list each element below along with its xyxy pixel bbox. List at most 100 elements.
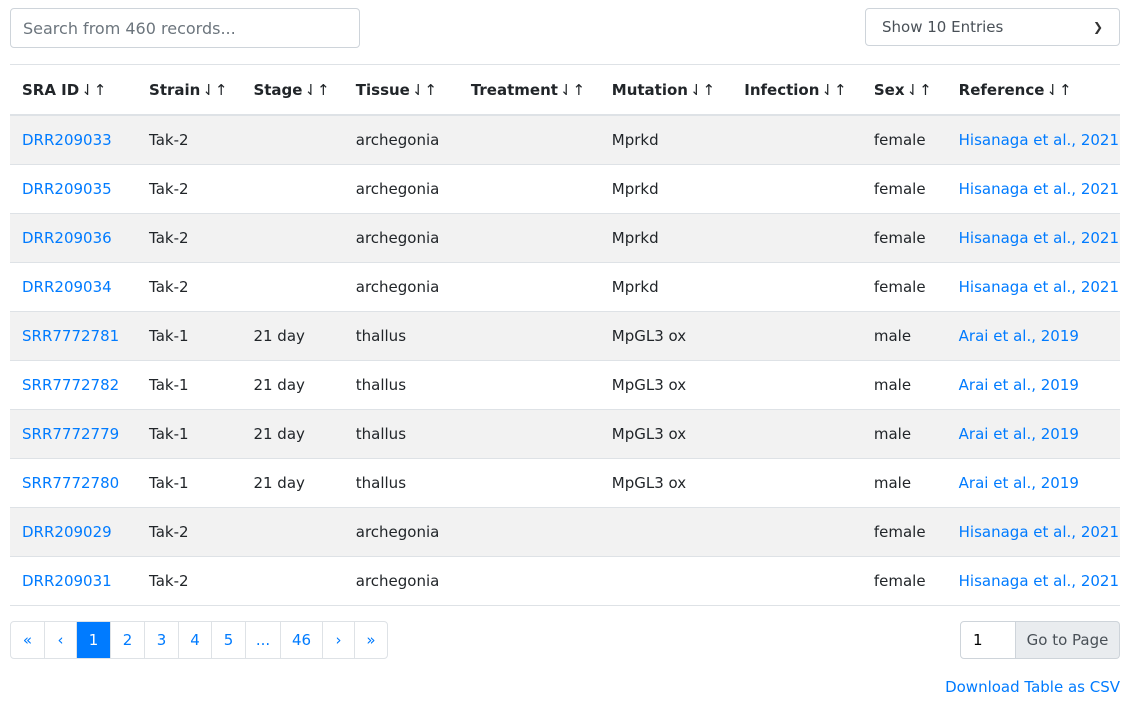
sort-icon[interactable]: ⇃↑	[202, 80, 228, 99]
sra-id-link[interactable]: SRR7772779	[22, 425, 120, 443]
cell-treatment	[458, 409, 600, 459]
page-button[interactable]: 1	[76, 622, 110, 658]
cell-mutation: Mprkd	[599, 114, 733, 165]
page-button[interactable]: 46	[280, 622, 322, 658]
column-header-label: Treatment	[470, 80, 558, 99]
cell-mutation: Mprkd	[599, 164, 733, 214]
sra-id-link[interactable]: DRR209033	[22, 131, 112, 149]
cell-strain: Tak-1	[137, 409, 242, 459]
cell-strain: Tak-2	[137, 213, 242, 263]
cell-strain: Tak-1	[137, 311, 242, 361]
reference-link[interactable]: Arai et al., 2019	[958, 327, 1079, 345]
reference-link[interactable]: Hisanaga et al., 2021	[958, 278, 1120, 296]
entries-per-page-select[interactable]: Show 10 Entries ❯	[865, 8, 1120, 46]
column-header-reference[interactable]: Reference ⇃↑	[946, 64, 1120, 116]
column-header-tissue[interactable]: Tissue ⇃↑	[343, 64, 459, 116]
reference-link[interactable]: Arai et al., 2019	[958, 376, 1079, 394]
reference-link[interactable]: Hisanaga et al., 2021	[958, 523, 1120, 541]
cell-tissue: archegonia	[343, 507, 459, 557]
cell-reference: Arai et al., 2019	[946, 311, 1120, 361]
sort-icon[interactable]: ⇃↑	[821, 80, 847, 99]
page-number-input[interactable]	[960, 621, 1016, 659]
sra-id-link[interactable]: SRR7772780	[22, 474, 120, 492]
column-header-infection[interactable]: Infection ⇃↑	[732, 64, 862, 116]
sort-icon[interactable]: ⇃↑	[411, 80, 437, 99]
sort-icon[interactable]: ⇃↑	[559, 80, 586, 99]
cell-infection	[732, 507, 862, 557]
column-header-stage[interactable]: Stage ⇃↑	[241, 64, 344, 116]
reference-link[interactable]: Hisanaga et al., 2021	[958, 572, 1120, 590]
cell-reference: Hisanaga et al., 2021	[946, 164, 1120, 214]
cell-stage: 21 day	[241, 360, 344, 410]
sort-icon[interactable]: ⇃↑	[304, 80, 330, 99]
cell-tissue: thallus	[343, 360, 459, 410]
cell-sex: male	[861, 409, 947, 459]
cell-mutation: MpGL3 ox	[599, 360, 733, 410]
cell-treatment	[458, 556, 600, 606]
cell-strain: Tak-1	[137, 360, 242, 410]
cell-sex: female	[861, 262, 947, 312]
column-header-label: SRA ID	[22, 80, 80, 99]
cell-reference: Hisanaga et al., 2021	[946, 262, 1120, 312]
table-row: DRR209035 Tak-2 archegonia Mprkd female Hisan…	[10, 164, 1120, 214]
column-header-treatment[interactable]: Treatment ⇃↑	[458, 64, 600, 116]
cell-strain: Tak-2	[137, 262, 242, 312]
cell-reference: Arai et al., 2019	[946, 458, 1120, 508]
reference-link[interactable]: Hisanaga et al., 2021	[958, 229, 1120, 247]
cell-sra-id: SRR7772781	[10, 311, 138, 361]
table-row: SRR7772780 Tak-1 21 day thallus MpGL3 ox male…	[10, 458, 1120, 508]
cell-tissue: archegonia	[343, 164, 459, 214]
pagination: « ‹ 1 2 3 4 5... 46 ›»	[10, 621, 388, 659]
cell-infection	[732, 164, 862, 214]
column-header-label: Mutation	[611, 80, 688, 99]
page-button[interactable]: 2	[110, 622, 144, 658]
sort-icon[interactable]: ⇃↑	[906, 80, 932, 99]
reference-link[interactable]: Hisanaga et al., 2021	[958, 131, 1120, 149]
sra-id-link[interactable]: DRR209034	[22, 278, 112, 296]
sra-id-link[interactable]: DRR209036	[22, 229, 112, 247]
page-button[interactable]: »	[354, 622, 387, 658]
go-to-page-button[interactable]: Go to Page	[1016, 621, 1120, 659]
entries-select-value: Show 10 Entries	[882, 18, 1004, 36]
sra-id-link[interactable]: DRR209035	[22, 180, 112, 198]
page-button[interactable]: 5	[211, 622, 245, 658]
cell-stage: 21 day	[241, 458, 344, 508]
cell-sra-id: SRR7772780	[10, 458, 138, 508]
cell-sra-id: DRR209029	[10, 507, 138, 557]
cell-sex: female	[861, 213, 947, 263]
cell-stage	[241, 262, 344, 312]
cell-sra-id: DRR209035	[10, 164, 138, 214]
sra-id-link[interactable]: SRR7772782	[22, 376, 120, 394]
cell-treatment	[458, 360, 600, 410]
search-input[interactable]	[10, 8, 360, 48]
column-header-mutation[interactable]: Mutation ⇃↑	[599, 64, 733, 116]
page-button[interactable]: ›	[322, 622, 354, 658]
page-button[interactable]: 3	[144, 622, 178, 658]
column-header-label: Stage	[253, 80, 303, 99]
sort-icon[interactable]: ⇃↑	[1046, 80, 1072, 99]
column-header-sra-id[interactable]: SRA ID ⇃↑	[10, 64, 138, 116]
sra-id-link[interactable]: DRR209031	[22, 572, 112, 590]
sort-icon[interactable]: ⇃↑	[689, 80, 716, 99]
column-header-label: Reference	[958, 80, 1045, 99]
cell-tissue: thallus	[343, 409, 459, 459]
sort-icon[interactable]: ⇃↑	[81, 80, 107, 99]
table-row: DRR209036 Tak-2 archegonia Mprkd female Hisan…	[10, 213, 1120, 263]
cell-infection	[732, 556, 862, 606]
cell-reference: Hisanaga et al., 2021	[946, 507, 1120, 557]
download-csv-link[interactable]: Download Table as CSV	[945, 678, 1120, 696]
column-header-strain[interactable]: Strain ⇃↑	[137, 64, 242, 116]
page-button[interactable]: ‹	[44, 622, 76, 658]
column-header-sex[interactable]: Sex ⇃↑	[861, 64, 947, 116]
reference-link[interactable]: Hisanaga et al., 2021	[958, 180, 1120, 198]
page-button[interactable]: ...	[245, 622, 280, 658]
reference-link[interactable]: Arai et al., 2019	[958, 425, 1079, 443]
cell-sex: male	[861, 311, 947, 361]
reference-link[interactable]: Arai et al., 2019	[958, 474, 1079, 492]
sra-id-link[interactable]: DRR209029	[22, 523, 112, 541]
cell-treatment	[458, 507, 600, 557]
column-header-label: Tissue	[355, 80, 410, 99]
sra-id-link[interactable]: SRR7772781	[22, 327, 120, 345]
page-button[interactable]: 4	[178, 622, 211, 658]
page-button[interactable]: «	[22, 631, 33, 649]
